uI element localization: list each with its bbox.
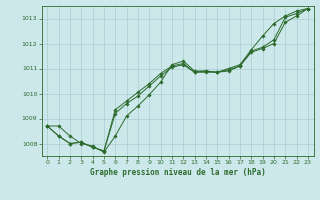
X-axis label: Graphe pression niveau de la mer (hPa): Graphe pression niveau de la mer (hPa)	[90, 168, 266, 177]
